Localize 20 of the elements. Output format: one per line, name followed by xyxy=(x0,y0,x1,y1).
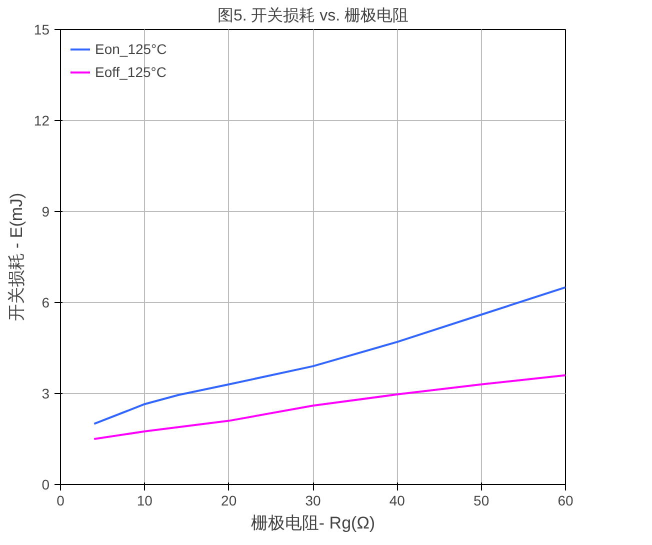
x-tick-label: 0 xyxy=(56,492,65,508)
legend-label: Eon_125°C xyxy=(95,41,167,57)
x-axis-title: 栅极电阻- Rg(Ω) xyxy=(250,514,376,532)
x-tick-label: 10 xyxy=(136,492,153,508)
chart-title: 图5. 开关损耗 vs. 栅极电阻 xyxy=(217,6,409,24)
y-tick-label: 0 xyxy=(42,476,50,492)
line-series xyxy=(93,374,566,440)
line-series xyxy=(93,286,566,425)
x-tick-label: 40 xyxy=(389,492,406,508)
legend-label: Eoff_125°C xyxy=(95,64,167,80)
x-tick-label: 60 xyxy=(558,492,574,508)
x-tick-label: 50 xyxy=(474,492,490,508)
x-tick-label: 30 xyxy=(305,492,321,508)
y-tick-label: 9 xyxy=(42,204,50,220)
y-tick-label: 3 xyxy=(42,386,50,402)
y-tick-label: 15 xyxy=(34,22,50,38)
y-tick-label: 12 xyxy=(34,112,50,128)
y-tick-label: 6 xyxy=(42,294,50,310)
x-tick-label: 20 xyxy=(221,492,237,508)
y-axis-title: 开关损耗 - E(mJ) xyxy=(6,192,26,322)
